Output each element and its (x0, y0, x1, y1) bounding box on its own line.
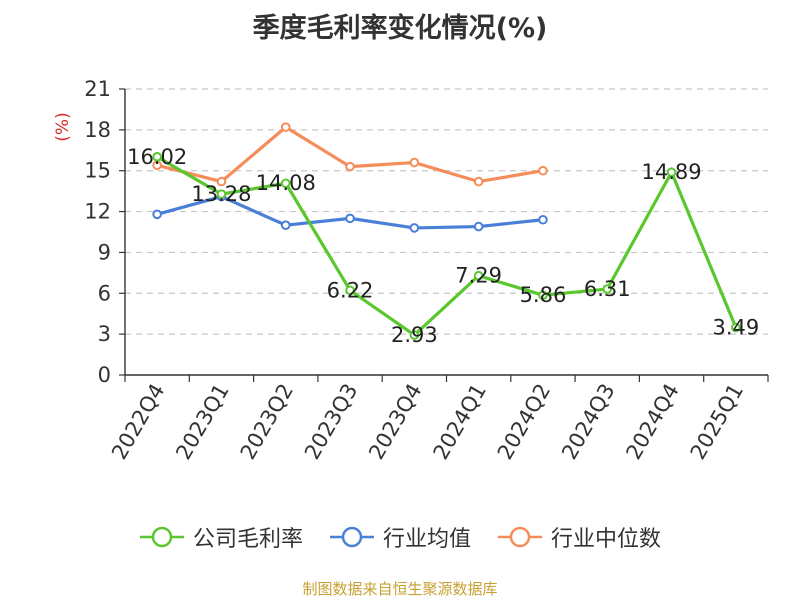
data-point (280, 178, 291, 189)
data-label: 16.02 (127, 145, 187, 169)
y-tick-label: 9 (98, 240, 111, 264)
data-point (409, 330, 420, 340)
chart-title: 季度毛利率变化情况(%) (252, 13, 548, 44)
data-point (280, 220, 291, 230)
data-point (538, 165, 548, 176)
data-point (216, 189, 227, 199)
data-label: 14.89 (641, 160, 701, 184)
data-point (409, 157, 420, 168)
data-point (731, 322, 741, 333)
y-tick-label: 6 (98, 281, 111, 305)
x-tick-label: 2022Q4 (107, 380, 169, 464)
data-point (473, 176, 484, 187)
data-point (345, 161, 355, 172)
y-tick-label: 3 (98, 322, 111, 346)
data-point (409, 223, 420, 233)
legend: 公司毛利率 行业均值 行业中位数 (0, 520, 800, 554)
data-point (345, 213, 355, 224)
data-point (152, 209, 162, 220)
legend-marker-icon (329, 526, 374, 548)
legend-item[interactable]: 行业均值 (329, 521, 471, 553)
y-tick-label: 0 (98, 363, 111, 387)
series-line (156, 155, 738, 337)
data-label: 6.31 (584, 277, 631, 301)
data-label: 13.28 (191, 182, 251, 206)
data-point (345, 285, 355, 296)
series-line (156, 125, 544, 184)
legend-label: 行业均值 (382, 527, 471, 552)
data-label: 3.49 (712, 315, 759, 339)
data-label: 2.93 (391, 323, 438, 347)
legend-label: 公司毛利率 (192, 527, 303, 552)
data-label: 6.22 (327, 278, 374, 302)
x-tick-label: 2023Q1 (171, 380, 233, 464)
legend-marker-icon (498, 526, 542, 548)
legend-marker-icon (139, 526, 184, 548)
data-point (152, 152, 162, 162)
y-tick-label: 12 (84, 200, 111, 224)
x-tick-label: 2023Q4 (364, 380, 426, 464)
legend-item[interactable]: 行业中位数 (497, 521, 661, 553)
data-point (216, 176, 227, 187)
data-point (280, 122, 291, 132)
grid-lines (125, 88, 768, 335)
series-lines (152, 122, 741, 340)
data-label: 14.08 (256, 171, 316, 195)
data-point (538, 214, 548, 225)
x-tick-label: 2024Q2 (493, 380, 555, 464)
data-point (473, 270, 484, 281)
x-tick-label: 2023Q3 (300, 380, 362, 464)
x-tick-label: 2024Q1 (429, 380, 491, 464)
source-note: 制图数据来自恒生聚源数据库 (302, 580, 498, 598)
y-tick-label: 15 (84, 159, 111, 183)
data-point (473, 221, 484, 232)
legend-item[interactable]: 公司毛利率 (139, 521, 303, 553)
data-label: 5.86 (520, 283, 567, 307)
y-tick-label: 18 (84, 118, 111, 142)
x-tick-label: 2023Q2 (236, 380, 298, 464)
x-tick-label: 2024Q4 (621, 380, 683, 464)
y-axis-label: (%) (53, 112, 73, 141)
x-tick-label: 2024Q3 (557, 380, 619, 464)
data-point (666, 167, 677, 178)
data-point (538, 290, 548, 300)
data-label: 7.29 (455, 264, 502, 288)
legend-label: 行业中位数 (551, 527, 662, 552)
y-tick-label: 21 (84, 77, 111, 101)
data-point (602, 284, 613, 294)
x-tick-label: 2025Q1 (686, 380, 748, 464)
